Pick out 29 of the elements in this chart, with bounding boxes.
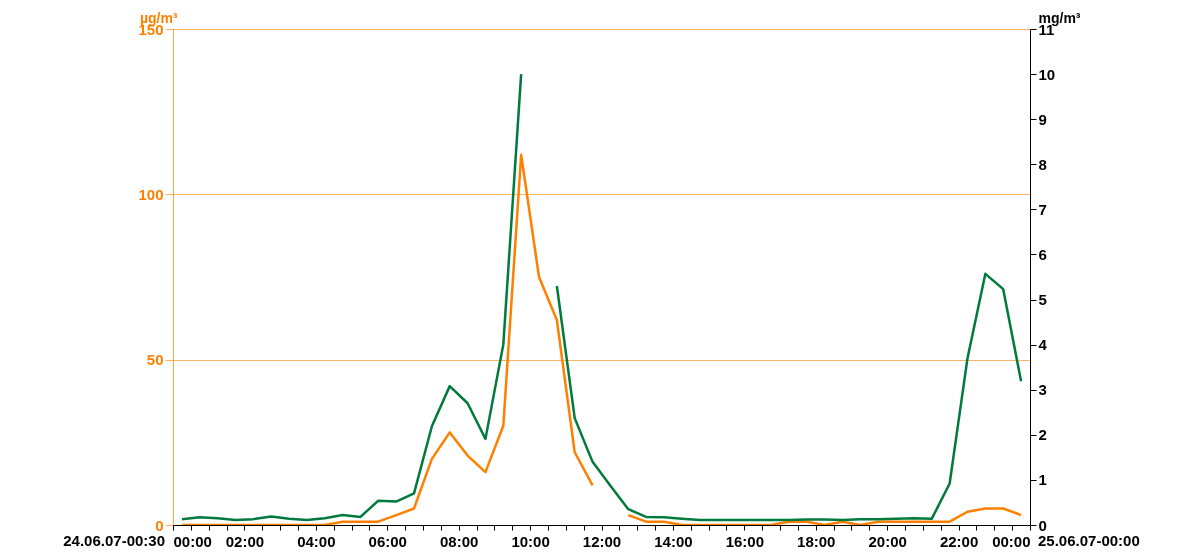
y2-tick-label: 7 [1038, 200, 1047, 218]
y-tick-label: 0 [155, 516, 164, 534]
y2-tick-label: 8 [1038, 155, 1047, 173]
x-tick-label: 00:00 [173, 532, 212, 550]
x-tick-label: 18:00 [797, 532, 836, 550]
y2-tick-label: 9 [1038, 110, 1047, 128]
x-tick-label: 22:00 [939, 532, 979, 550]
text: 24.06.07-00:30 [63, 532, 165, 549]
y2-tick-label: 10 [1038, 65, 1056, 83]
x-tick-label: 00:00 [992, 532, 1031, 550]
y2-tick-label: 3 [1038, 381, 1047, 399]
y2-tick-label: 1 [1038, 471, 1047, 489]
x-tick-label: 16:00 [725, 532, 765, 550]
y-tick-label: 50 [146, 351, 164, 369]
x-tick-label: 04:00 [297, 532, 336, 550]
x-tick-label: 10:00 [511, 532, 550, 550]
text: 25.06.07-00:00 [1038, 532, 1140, 549]
y2-tick-label: 4 [1038, 336, 1048, 354]
y2-tick-label: 0 [1038, 516, 1047, 534]
x-tick-label: 06:00 [368, 532, 407, 550]
x-tick-label: 20:00 [868, 532, 907, 550]
y2-tick-label: 2 [1038, 426, 1047, 444]
x-tick-label: 02:00 [225, 532, 265, 550]
x-tick-label: 14:00 [654, 532, 693, 550]
y2-tick-label: 6 [1038, 245, 1047, 263]
y-tick-label: 100 [138, 185, 164, 203]
x-tick-label: 12:00 [582, 532, 622, 550]
y2-tick-label: 5 [1038, 291, 1047, 309]
x-tick-label: 08:00 [439, 532, 479, 550]
